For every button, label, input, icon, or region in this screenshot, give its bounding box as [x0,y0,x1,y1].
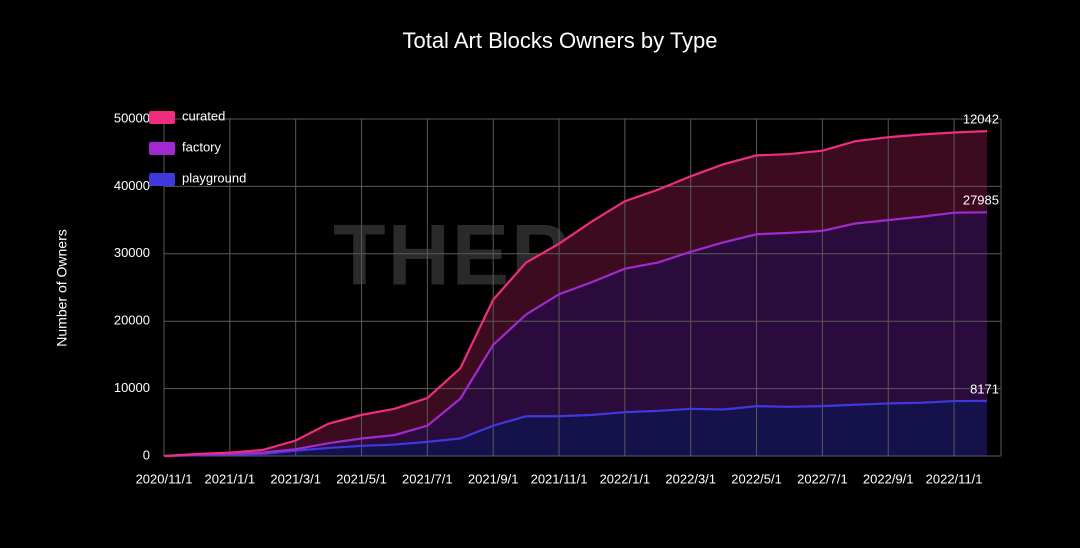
series-line [163,130,988,458]
series-line [163,211,988,458]
series-line [163,399,988,458]
x-tick-label: 2021/5/1 [336,471,387,486]
y-tick-label: 30000 [114,245,150,260]
data-label: 27985 [963,193,999,208]
legend-swatch [149,111,175,124]
y-tick-label: 50000 [114,110,150,125]
y-tick-label: 10000 [114,380,150,395]
area [164,131,987,456]
x-tick-label: 2021/7/1 [402,471,453,486]
legend-swatch [149,173,175,186]
legend-swatch [149,142,175,155]
x-tick-label: 2022/1/1 [600,471,651,486]
legend-label: playground [182,170,246,185]
data-label: 8171 [970,381,999,396]
y-axis-label: Number of Owners [54,229,70,346]
legend-label: curated [182,108,225,123]
chart-title: Total Art Blocks Owners by Type [402,28,717,53]
x-tick-label: 2022/3/1 [665,471,716,486]
x-tick-label: 2021/1/1 [205,471,256,486]
y-tick-label: 40000 [114,178,150,193]
area [164,212,987,456]
y-tick-label: 0 [143,447,150,462]
x-tick-label: 2022/9/1 [863,471,914,486]
x-tick-label: 2022/5/1 [731,471,782,486]
x-tick-label: 2021/9/1 [468,471,519,486]
x-tick-label: 2020/11/1 [136,471,193,486]
x-tick-label: 2021/3/1 [270,471,321,486]
x-tick-label: 2021/11/1 [531,471,588,486]
x-tick-label: 2022/11/1 [926,471,983,486]
y-tick-label: 20000 [114,313,150,328]
data-label: 12042 [963,112,999,127]
legend-label: factory [182,139,222,154]
x-tick-label: 2022/7/1 [797,471,848,486]
area [164,400,987,456]
